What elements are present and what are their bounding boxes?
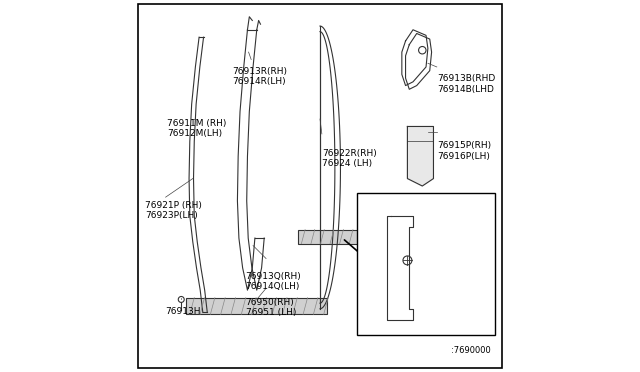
Text: 76972N (RH)
76973N (LH): 76972N (RH) 76973N (LH) bbox=[370, 266, 428, 285]
Text: S 08543-6162A
    (2): S 08543-6162A (2) bbox=[385, 307, 454, 326]
Polygon shape bbox=[408, 126, 433, 186]
Text: :7690000: :7690000 bbox=[451, 346, 491, 355]
Text: 76921P (RH)
76923P(LH): 76921P (RH) 76923P(LH) bbox=[145, 201, 202, 220]
Text: 76911M (RH)
76912M(LH): 76911M (RH) 76912M(LH) bbox=[168, 119, 227, 138]
Text: 76954(RHD
76955(LH): 76954(RHD 76955(LH) bbox=[372, 208, 424, 228]
Text: 76913H: 76913H bbox=[166, 307, 201, 316]
Text: 76913R(RH)
76914R(LH): 76913R(RH) 76914R(LH) bbox=[232, 67, 287, 86]
Text: 76950(RH)
76951 (LH): 76950(RH) 76951 (LH) bbox=[246, 298, 296, 317]
Bar bbox=[298, 230, 372, 244]
Bar bbox=[186, 298, 328, 314]
Text: 76915P(RH)
76916P(LH): 76915P(RH) 76916P(LH) bbox=[437, 141, 492, 161]
Bar bbox=[357, 193, 495, 335]
Text: 76913B(RHD
76914B(LHD: 76913B(RHD 76914B(LHD bbox=[437, 74, 495, 94]
Text: 76913Q(RH)
76914Q(LH): 76913Q(RH) 76914Q(LH) bbox=[246, 272, 301, 291]
Text: 76922R(RH)
76924 (LH): 76922R(RH) 76924 (LH) bbox=[322, 149, 376, 168]
